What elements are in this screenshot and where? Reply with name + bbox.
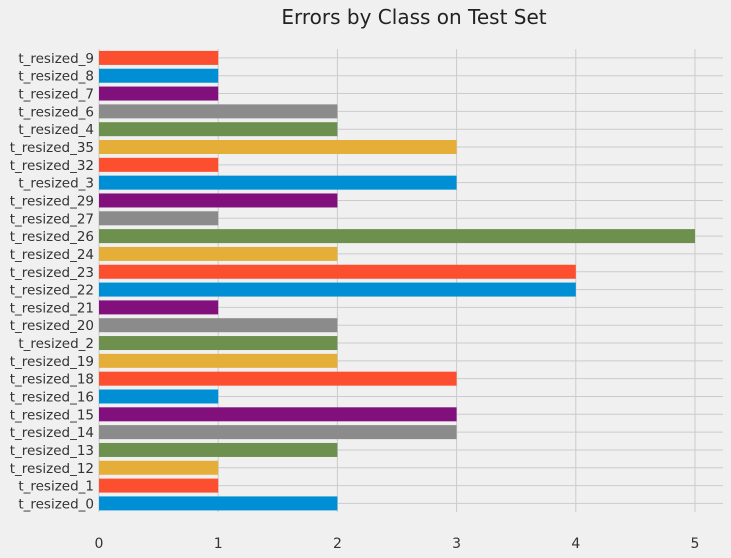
bar-t_resized_24 [99,246,338,261]
bar-t_resized_2 [99,336,338,351]
bar-t_resized_21 [99,300,219,315]
x-tick-label: 1 [214,536,223,552]
y-tick-label: t_resized_18 [10,372,94,388]
y-tick-label: t_resized_1 [18,479,94,495]
bar-t_resized_35 [99,140,457,155]
x-tick-label: 4 [571,536,580,552]
x-tick-labels: 0 1 2 3 4 5 [95,536,700,552]
bar-t_resized_15 [99,407,457,422]
y-tick-label: t_resized_14 [10,425,94,441]
y-tick-label: t_resized_12 [10,461,94,477]
y-tick-label: t_resized_9 [18,51,94,67]
bar-t_resized_20 [99,318,338,333]
x-tick-label: 3 [452,536,461,552]
y-tick-label: t_resized_23 [10,265,94,281]
bar-t_resized_14 [99,425,457,440]
y-tick-label: t_resized_2 [18,336,94,352]
bar-t_resized_7 [99,86,219,101]
y-tick-label: t_resized_35 [10,140,94,156]
y-tick-label: t_resized_0 [18,496,94,512]
y-tick-label: t_resized_15 [10,407,94,423]
bar-t_resized_9 [99,50,219,65]
x-tick-label: 5 [691,536,700,552]
bar-t_resized_12 [99,460,219,475]
y-tick-label: t_resized_22 [10,283,94,299]
bar-t_resized_32 [99,157,219,172]
bar-t_resized_16 [99,389,219,404]
bar-t_resized_22 [99,282,576,297]
grid-lines [98,49,723,512]
bars [99,50,695,511]
bar-t_resized_3 [99,175,457,190]
y-tick-label: t_resized_3 [18,176,94,192]
bar-t_resized_29 [99,193,338,208]
x-tick-label: 0 [95,536,104,552]
y-tick-label: t_resized_19 [10,354,94,370]
bar-t_resized_18 [99,371,457,386]
y-tick-label: t_resized_6 [18,104,94,120]
bar-t_resized_13 [99,442,338,457]
y-tick-label: t_resized_21 [10,300,94,316]
bar-t_resized_27 [99,211,219,226]
y-tick-label: t_resized_27 [10,211,94,227]
bar-t_resized_23 [99,264,576,279]
bar-t_resized_6 [99,104,338,119]
y-tick-label: t_resized_8 [18,69,94,85]
y-tick-label: t_resized_4 [18,122,94,138]
bar-t_resized_26 [99,229,695,244]
y-tick-label: t_resized_16 [10,389,94,405]
bar-t_resized_4 [99,122,338,137]
y-tick-label: t_resized_7 [18,87,94,103]
bar-t_resized_8 [99,68,219,83]
bar-t_resized_0 [99,496,338,511]
x-tick-label: 2 [333,536,342,552]
bar-t_resized_1 [99,478,219,493]
y-tick-label: t_resized_13 [10,443,94,459]
bar-t_resized_19 [99,353,338,368]
y-tick-label: t_resized_29 [10,193,94,209]
y-tick-labels: t_resized_0t_resized_1 t_resized_12 t_resi… [10,51,94,513]
y-tick-label: t_resized_32 [10,158,94,174]
chart-title: Errors by Class on Test Set [281,5,546,29]
y-tick-label: t_resized_24 [10,247,94,263]
y-tick-label: t_resized_20 [10,318,94,334]
y-tick-label: t_resized_26 [10,229,94,245]
